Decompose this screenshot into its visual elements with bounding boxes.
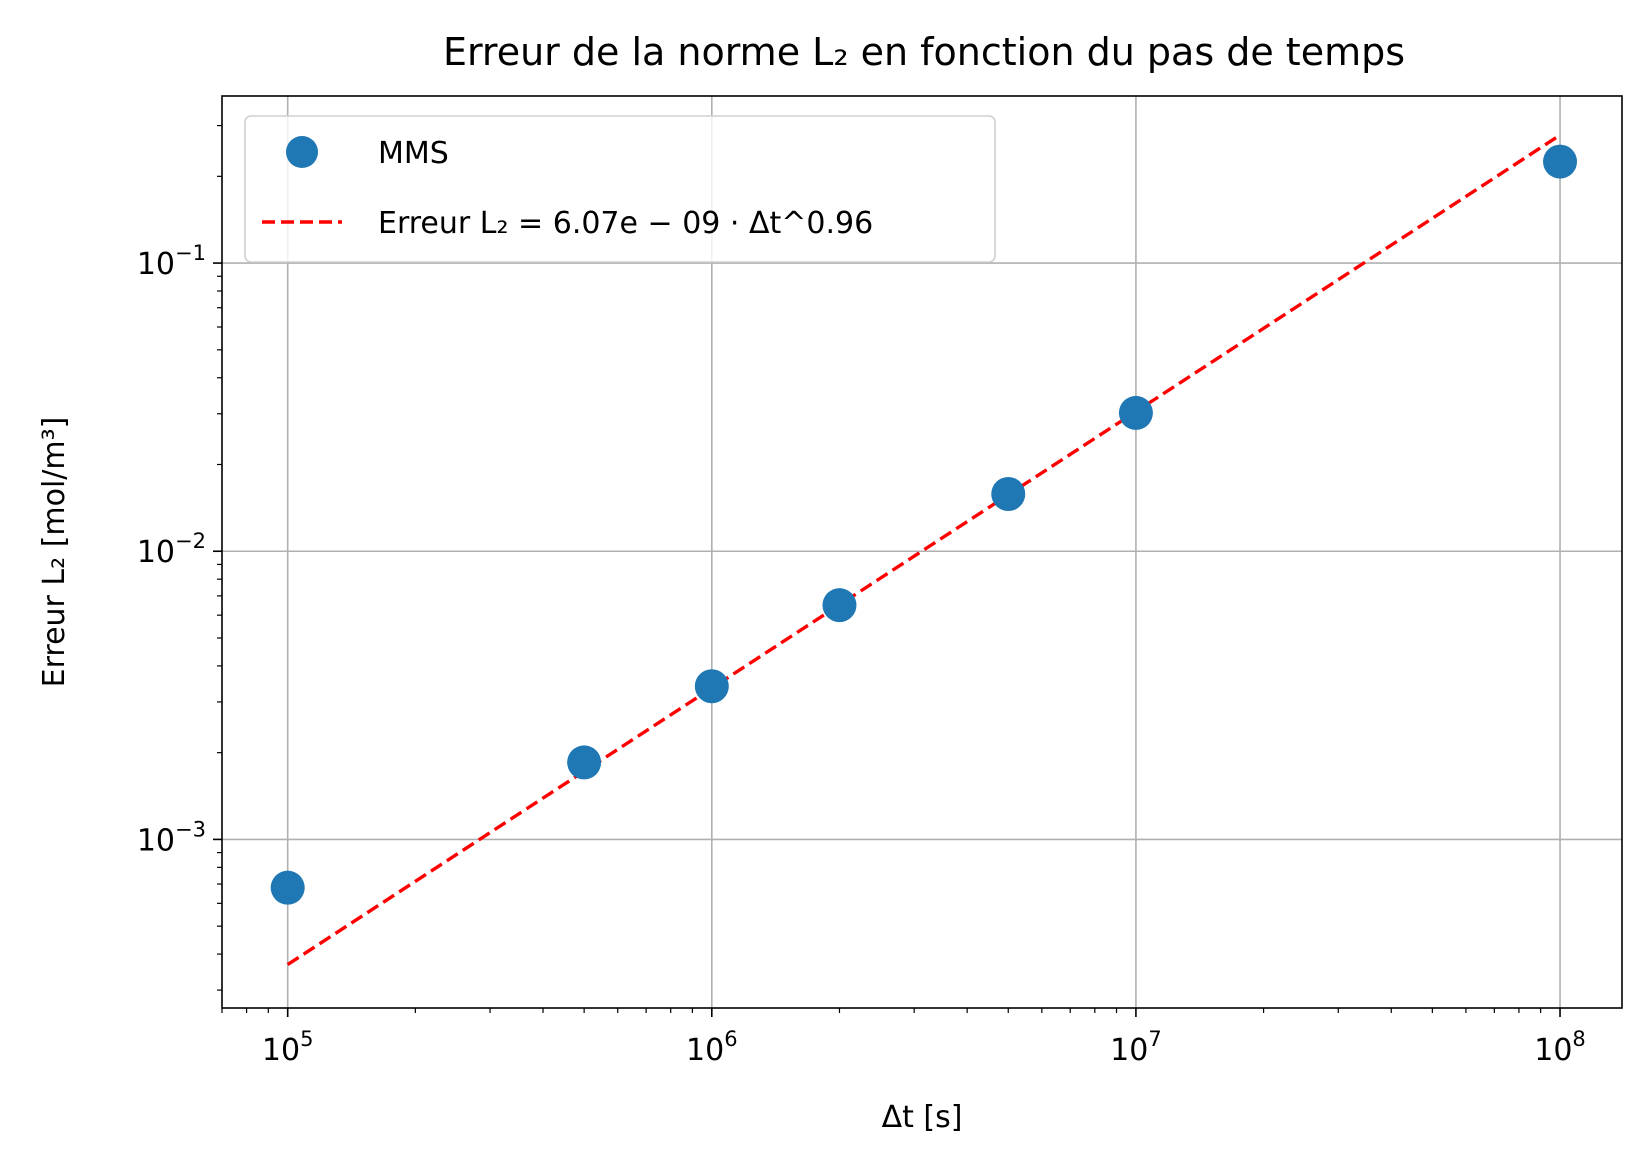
axis-ticks: 105 106 107 108 10−3 10−2 10−1 <box>137 124 1586 1068</box>
legend-marker-mms <box>286 136 318 168</box>
mms-point <box>567 745 602 780</box>
legend-label-mms: MMS <box>378 136 449 171</box>
data-points <box>270 144 1578 905</box>
fit-line-layer <box>286 133 1561 966</box>
y-axis-label: Erreur L₂ [mol/m³] <box>37 417 72 688</box>
y-tick-label: 10−2 <box>137 529 206 570</box>
plot-frame <box>221 95 1623 1009</box>
mms-point <box>991 476 1026 511</box>
legend-label-fit: Erreur L₂ = 6.07e − 09 · Δt^0.96 <box>378 206 873 241</box>
mms-point <box>270 870 305 905</box>
mms-point <box>822 588 857 623</box>
x-tick-label: 108 <box>1534 1027 1586 1068</box>
x-axis-label: Δt [s] <box>882 1100 963 1135</box>
y-tick-label: 10−3 <box>137 817 206 858</box>
chart-title: Erreur de la norme L₂ en fonction du pas… <box>443 30 1405 74</box>
x-tick-label: 106 <box>686 1027 738 1068</box>
legend: MMS Erreur L₂ = 6.07e − 09 · Δt^0.96 <box>244 115 996 263</box>
y-tick-label: 10−1 <box>137 241 206 282</box>
mms-point <box>1543 144 1578 179</box>
mms-point <box>694 669 729 704</box>
legend-box <box>244 115 996 263</box>
x-tick-label: 107 <box>1110 1027 1162 1068</box>
fit-line <box>286 133 1561 966</box>
x-tick-label: 105 <box>262 1027 314 1068</box>
mms-point <box>1118 395 1153 430</box>
